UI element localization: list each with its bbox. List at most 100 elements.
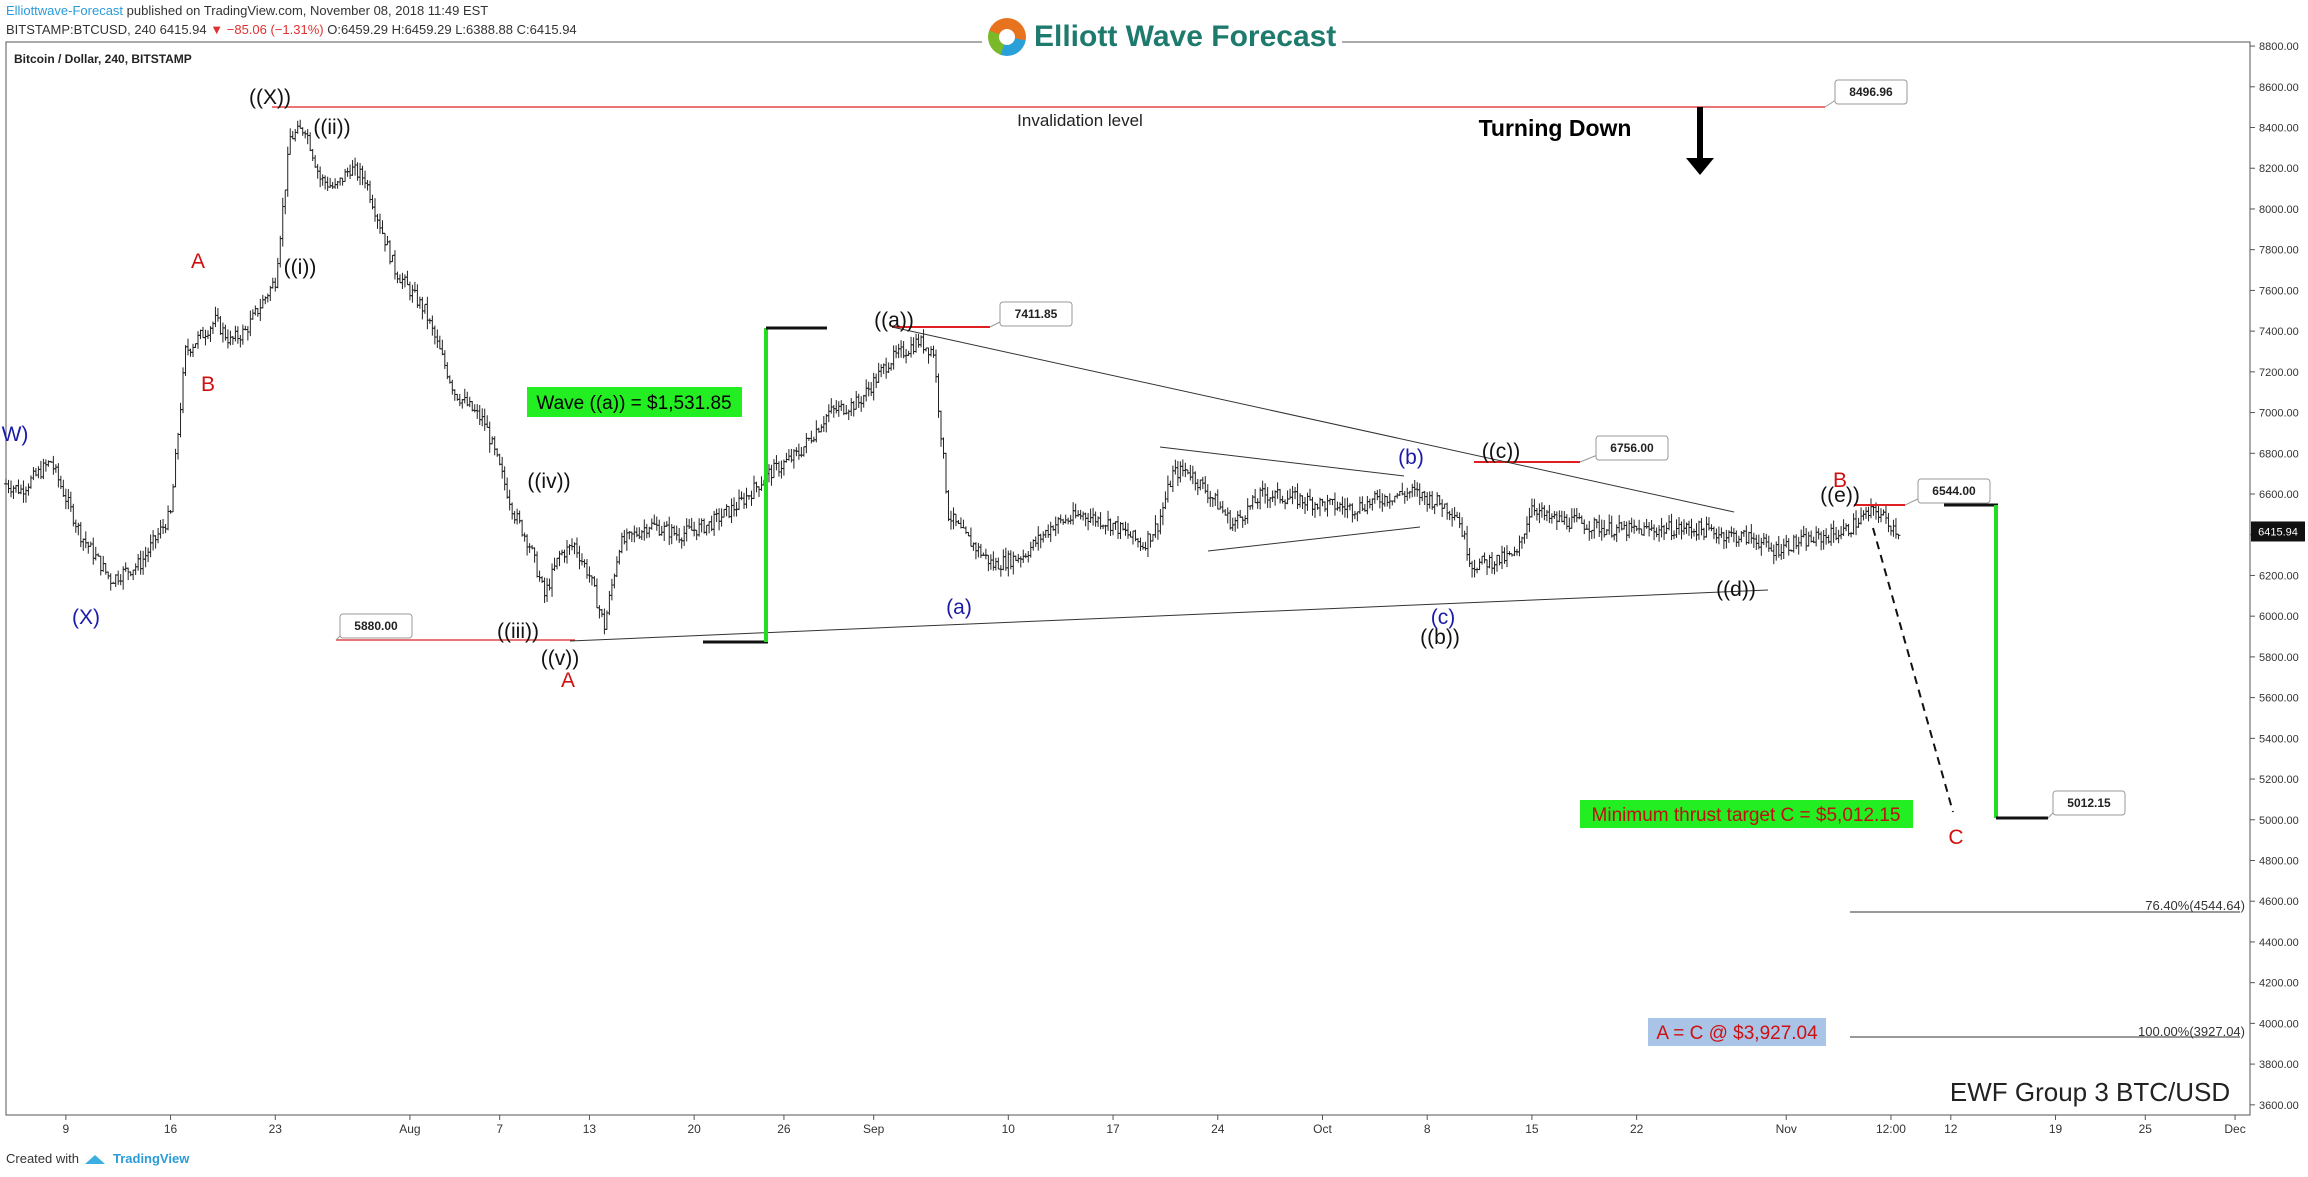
- wave-a-box: [527, 387, 742, 417]
- wave-label: ((i)): [284, 256, 317, 279]
- y-tick-label: 5200.00: [2259, 774, 2299, 786]
- y-tick-label: 8800.00: [2259, 41, 2299, 53]
- wave-label: A: [191, 250, 205, 273]
- y-tick-label: 7400.00: [2259, 326, 2299, 338]
- x-tick-label: 16: [164, 1122, 178, 1136]
- wave-label: B: [201, 373, 215, 396]
- x-tick-label: Aug: [399, 1122, 420, 1136]
- created-with-label: Created with: [6, 1151, 79, 1166]
- ohlc-open: O:6459.29: [327, 22, 388, 37]
- header-line-1: Elliottwave-Forecast published on Tradin…: [6, 3, 488, 18]
- y-tick-label: 4600.00: [2259, 896, 2299, 908]
- y-tick-label: 6000.00: [2259, 611, 2299, 623]
- invalidation-label: Invalidation level: [1017, 111, 1143, 130]
- y-axis-ticks: 3600.00 3800.00 4000.00 4200.00 4400.00 4600.…: [2250, 41, 2299, 1112]
- y-tick-label: 8600.00: [2259, 82, 2299, 94]
- y-tick-label: 5000.00: [2259, 815, 2299, 827]
- price-box-label: 7411.85: [1015, 307, 1058, 321]
- footer: Created with TradingView: [6, 1151, 189, 1166]
- last-price-tag: [2251, 521, 2305, 542]
- wave-label: ((a)): [874, 309, 914, 332]
- fib-76-label: 76.40%(4544.64): [2145, 898, 2245, 913]
- price-change: ▼ −85.06 (−1.31%): [210, 22, 324, 37]
- wave-label: W): [2, 423, 29, 446]
- triangle-lower-line: [569, 589, 1769, 642]
- ohlc-bars: [4, 119, 1901, 635]
- ewf-logo: Elliott Wave Forecast: [982, 18, 1343, 56]
- x-tick-label: 12: [1944, 1122, 1958, 1136]
- y-tick-label: 4800.00: [2259, 855, 2299, 867]
- x-tick-label: Sep: [863, 1122, 885, 1136]
- min-thrust-box: [1580, 800, 1913, 828]
- x-tick-label: Oct: [1313, 1122, 1332, 1136]
- x-tick-label: 19: [2049, 1122, 2063, 1136]
- y-tick-label: 8400.00: [2259, 123, 2299, 135]
- wave-label: ((ii)): [313, 116, 350, 139]
- fib-100-label: 100.00%(3927.04): [2138, 1024, 2245, 1039]
- x-tick-label: 13: [583, 1122, 597, 1136]
- y-tick-label: 7200.00: [2259, 367, 2299, 379]
- x-tick-label: 17: [1106, 1122, 1120, 1136]
- y-tick-label: 5400.00: [2259, 733, 2299, 745]
- small-triangle-upper: [1159, 446, 1405, 477]
- y-tick-label: 8200.00: [2259, 163, 2299, 175]
- price-box: [2052, 790, 2126, 816]
- ohlc-high: H:6459.29: [391, 22, 452, 37]
- y-tick-label: 5800.00: [2259, 652, 2299, 664]
- x-tick-label: 8: [1424, 1122, 1431, 1136]
- x-tick-label: 23: [269, 1122, 283, 1136]
- wave-label: ((iv)): [527, 470, 570, 493]
- wave-label: B: [1833, 469, 1847, 492]
- x-tick-label: 25: [2139, 1122, 2153, 1136]
- price-box-label: 8496.96: [1849, 85, 1893, 99]
- x-tick-label: 24: [1211, 1122, 1225, 1136]
- x-tick-label: 20: [687, 1122, 701, 1136]
- y-tick-label: 4400.00: [2259, 937, 2299, 949]
- price-box-label: 5012.15: [2067, 796, 2111, 810]
- triangle-upper-line: [891, 326, 1735, 513]
- x-tick-label: 12:00: [1876, 1122, 1906, 1136]
- wave-label: ((c)): [1482, 440, 1520, 463]
- x-axis-ticks: 9 16 23 Aug 7 13 20 26 Sep 10 17 24 Oct 8 15 22 Nov 12:00…: [62, 1115, 2246, 1136]
- wave-label: A: [561, 669, 575, 692]
- group-label: EWF Group 3 BTC/USD: [1950, 1077, 2230, 1107]
- projection-dashed-line: [1872, 527, 1954, 813]
- wave-label: C: [1948, 826, 1963, 849]
- symbol-info: BITSTAMP:BTCUSD, 240: [6, 22, 157, 37]
- price-box-label: 5880.00: [354, 619, 398, 633]
- wave-label: (a): [946, 596, 972, 619]
- publisher-link[interactable]: Elliottwave-Forecast: [6, 3, 124, 18]
- ewf-logo-text: Elliott Wave Forecast: [1034, 20, 1337, 53]
- wave-label: ((e)): [1820, 484, 1860, 507]
- x-tick-label: Nov: [1776, 1122, 1797, 1136]
- y-tick-label: 6600.00: [2259, 489, 2299, 501]
- wave-labels: Invalidation level Turning Down Wave ((a))…: [2, 86, 2245, 1107]
- wave-label: (b): [1398, 446, 1424, 469]
- tradingview-link[interactable]: TradingView: [112, 1151, 190, 1166]
- price-box: [1917, 478, 1991, 504]
- wave-label: (c): [1431, 606, 1456, 629]
- turning-down-arrow-icon: [1686, 158, 1714, 175]
- tradingview-icon: [84, 1153, 107, 1165]
- ohlc-low: L:6388.88: [455, 22, 514, 37]
- x-tick-label: 9: [62, 1122, 69, 1136]
- y-tick-label: 7800.00: [2259, 245, 2299, 257]
- symbol-title: Bitcoin / Dollar, 240, BITSTAMP: [14, 52, 192, 66]
- wave-a-box-label: Wave ((a)) = $1,531.85: [536, 393, 731, 414]
- x-tick-label: 22: [1630, 1122, 1644, 1136]
- wave-label: ((d)): [1716, 578, 1756, 601]
- x-tick-label: 10: [1002, 1122, 1016, 1136]
- price-box-label: 6756.00: [1610, 441, 1654, 455]
- a-eq-c-box-label: A = C @ $3,927.04: [1656, 1023, 1818, 1044]
- y-tick-label: 6800.00: [2259, 448, 2299, 460]
- y-tick-label: 6200.00: [2259, 570, 2299, 582]
- wave-label: ((b)): [1420, 626, 1460, 649]
- y-tick-label: 3600.00: [2259, 1100, 2299, 1112]
- x-tick-label: 26: [777, 1122, 791, 1136]
- wave-label: ((v)): [541, 647, 579, 670]
- turning-down-label: Turning Down: [1479, 115, 1632, 141]
- last-price-tag-label: 6415.94: [2258, 526, 2298, 538]
- x-tick-label: 7: [496, 1122, 503, 1136]
- x-tick-label: 15: [1525, 1122, 1539, 1136]
